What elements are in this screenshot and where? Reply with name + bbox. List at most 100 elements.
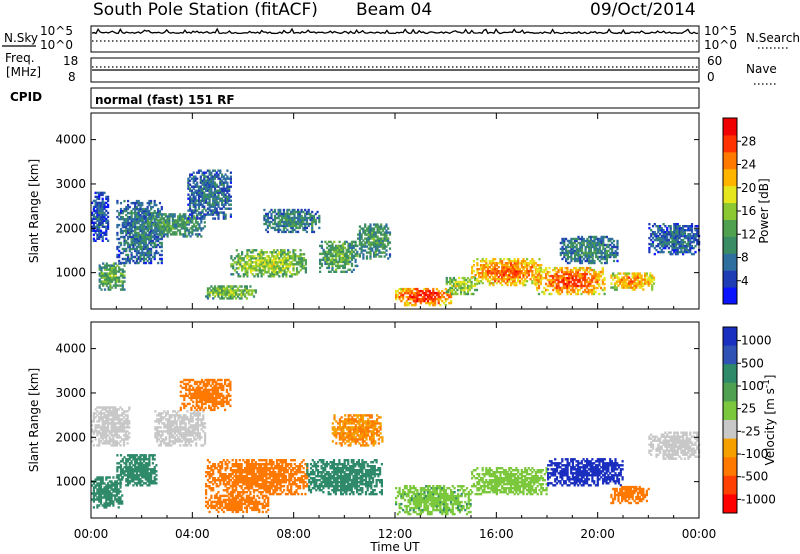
heatmap-cell [219,297,222,300]
heatmap-cell [267,271,270,274]
heatmap-cell [96,410,99,413]
heatmap-cell [270,220,273,224]
heatmap-cell [123,207,126,211]
heatmap-cell [662,223,665,226]
heatmap-cell [299,269,302,272]
heatmap-cell [139,213,142,217]
heatmap-cell [258,261,261,264]
heatmap-cell [239,261,242,264]
heatmap-cell [588,239,591,243]
heatmap-cell [235,293,238,296]
heatmap-cell [383,233,386,236]
heatmap-cell [134,468,137,471]
heatmap-cell [513,268,516,271]
heatmap-cell [598,270,601,274]
heatmap-cell [297,226,300,230]
heatmap-cell [584,245,587,249]
heatmap-cell [253,269,256,272]
heatmap-cell [208,189,211,192]
heatmap-cell [587,292,590,296]
heatmap-cell [115,490,118,493]
heatmap-cell [494,276,497,279]
heatmap-cell [265,212,268,216]
heatmap-cell [669,234,672,238]
heatmap-cell [511,268,514,271]
heatmap-cell [276,255,279,258]
heatmap-cell [602,239,605,243]
heatmap-cell [333,260,336,264]
heatmap-cell [94,498,97,501]
heatmap-cell [189,219,192,222]
heatmap-cell [268,220,271,224]
heatmap-cell [94,191,97,195]
heatmap-cell [153,221,156,225]
heatmap-cell [292,251,295,254]
heatmap-cell [612,245,616,249]
heatmap-cell [208,207,211,210]
heatmap-cell [312,214,316,218]
heatmap-cell [92,233,95,236]
heatmap-cell [215,185,218,188]
heatmap-cell [290,255,293,258]
heatmap-cell [352,246,355,250]
heatmap-cell [101,201,104,205]
heatmap-cell [96,227,99,230]
heatmap-cell [534,276,537,279]
heatmap-cell [192,195,195,198]
heatmap-cell [367,237,370,240]
heatmap-cell [130,217,133,221]
heatmap-cell [108,502,111,505]
heatmap-cell [277,230,280,234]
heatmap-cell [96,432,99,435]
heatmap-cell [569,288,572,292]
heatmap-cell [194,211,197,214]
heatmap-cell [286,212,289,216]
heatmap-cell [137,201,140,205]
noise-left-tick-top: 10^5 [40,24,73,38]
heatmap-cell [258,259,261,262]
heatmap-cell [206,213,209,216]
heatmap-cell [142,229,146,233]
heatmap-cell [150,247,153,251]
heatmap-cell [479,280,483,283]
heatmap-cell [222,215,225,218]
heatmap-cell [98,195,101,199]
heatmap-cell [274,257,277,260]
heatmap-cell [115,432,118,435]
heatmap-cell [206,179,209,182]
heatmap-cell [376,241,379,244]
heatmap-cell [248,265,251,268]
heatmap-cell [495,264,498,267]
heatmap-cell [92,199,95,203]
heatmap-cell [135,225,138,229]
heatmap-cell [103,422,106,425]
heatmap-cell [94,201,97,205]
heatmap-cell [651,280,654,283]
heatmap-cell [238,289,241,292]
heatmap-cell [568,270,571,274]
heatmap-cell [638,284,641,287]
heatmap-cell [492,282,495,285]
heatmap-cell [376,225,379,228]
heatmap-cell [517,280,520,283]
heatmap-cell [678,233,681,236]
heatmap-cell [362,257,365,260]
heatmap-cell [640,280,643,283]
heatmap-cell [134,215,137,219]
heatmap-cell [121,414,124,417]
heatmap-cell [680,231,683,234]
heatmap-cell [130,470,133,473]
heatmap-cell [297,212,300,216]
heatmap-cell [662,236,665,240]
heatmap-cell [342,250,345,254]
heatmap-cell [256,255,260,258]
heatmap-cell [518,274,522,277]
heatmap-cell [260,253,263,256]
heatmap-cell [584,280,587,284]
heatmap-cell [148,233,151,236]
heatmap-cell [241,259,244,262]
heatmap-cell [147,221,150,224]
heatmap-cell [123,270,126,273]
heatmap-cell [135,482,138,485]
heatmap-cell [137,219,140,223]
